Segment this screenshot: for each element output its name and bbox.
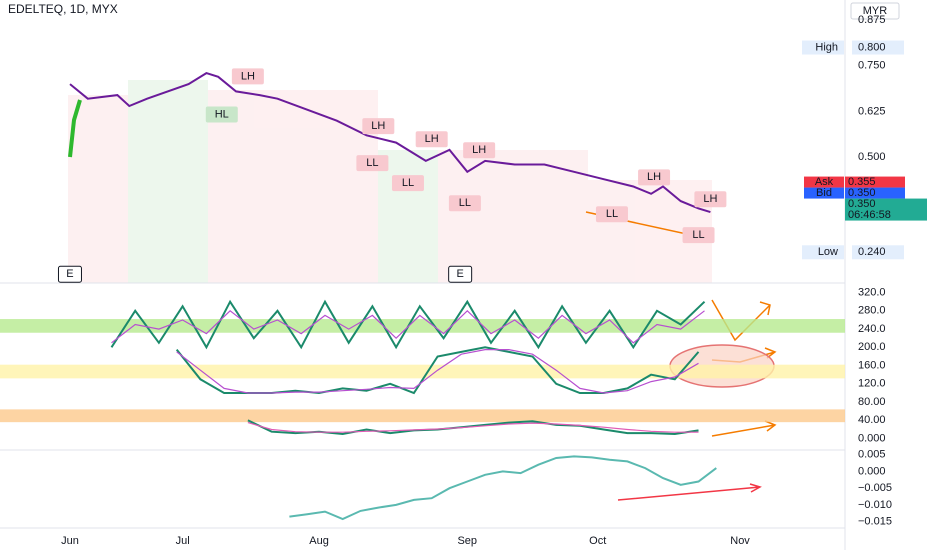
annotation: LH [647,171,661,183]
marker-name: High [815,41,838,53]
marker-name: Low [818,246,838,258]
annotation: LH [425,133,439,145]
y-tick-label: 0.750 [858,60,886,72]
quote-value: 0.350 [848,187,876,199]
quote-name-box [804,187,844,199]
annotation-box [391,175,424,192]
annotation-box [448,195,481,212]
arrow [711,299,771,342]
y-tick-label: 240.0 [858,323,886,335]
annotation: LL [366,157,378,169]
annotation-box [638,169,671,186]
quote-value-box [845,176,905,188]
marker-value-box [852,40,904,55]
annotation-box [463,142,496,159]
quote-name: Ask [815,176,834,188]
stripe [68,95,128,283]
annotation-box [205,106,238,123]
chart-title: EDELTEQ, 1D, MYX [8,2,118,16]
annotation-box [682,227,715,244]
y-tick-label: 280.0 [858,305,886,317]
y-tick-label: −0.005 [858,482,892,494]
y-tick-label: 160.0 [858,359,886,371]
annotation-box [694,191,727,208]
series-line [111,309,705,344]
band [0,364,845,379]
marker-value-box [852,245,904,260]
x-tick-label: Aug [309,535,329,547]
annotation-box [231,68,264,85]
y-tick-label: 200.0 [858,341,886,353]
annotation-box [448,265,473,283]
series-line [289,455,717,521]
annotation: LL [606,208,618,220]
bar-shading [68,80,712,283]
quote-name: Bid [816,187,832,199]
y-tick-label: 0.000 [858,465,886,477]
marker-name-box [802,40,844,55]
y-tick-label: 120.0 [858,378,886,390]
annotation: LH [703,193,717,205]
annotation: E [456,268,463,280]
annotation: LL [459,197,471,209]
countdown: 06:46:58 [848,209,891,221]
annotation-box [57,265,82,283]
quote-value-box [845,198,927,221]
annotation-box [595,206,628,223]
band [0,409,845,423]
marker-value: 0.240 [858,246,886,258]
annotation-box [362,118,395,135]
y-tick-label: 40.00 [858,414,886,426]
annotation: LL [692,229,704,241]
series-line [247,422,699,433]
x-tick-label: Sep [457,535,477,547]
x-tick-label: Jul [176,535,190,547]
trend-stroke [68,99,82,158]
annotation-box [415,131,448,148]
arrow [711,420,777,437]
currency: MYR [863,5,888,17]
arrow [617,483,762,501]
stripe [128,80,208,283]
annotation-box [356,155,389,172]
y-tick-label: 80.00 [858,396,886,408]
quote-value: 0.355 [848,176,876,188]
series-line [69,72,711,214]
marker-value: 0.800 [858,41,886,53]
currency-box [850,2,900,20]
y-tick-label: 320.0 [858,286,886,298]
y-tick-label: 0.875 [858,14,886,26]
quote-value-box [845,187,905,199]
y-tick-label: 0.625 [858,105,886,117]
y-tick-label: −0.015 [858,516,892,528]
quote-value: 0.350 [848,198,876,210]
stripe [438,150,588,283]
annotation: LL [402,177,414,189]
annotation: HL [215,108,229,120]
x-tick-label: Jun [61,535,79,547]
quote-name-box [804,176,844,188]
y-tick-label: −0.010 [858,499,892,511]
annotation: LH [371,120,385,132]
x-tick-label: Nov [730,535,750,547]
marker-name-box [802,245,844,260]
stripe [378,150,438,283]
y-tick-label: 0.000 [858,432,886,444]
annotation: LH [241,70,255,82]
series-line [176,349,699,394]
x-tick-label: Oct [589,535,606,547]
y-tick-label: 0.005 [858,449,886,461]
y-tick-label: 0.500 [858,151,886,163]
annotation: E [66,268,73,280]
annotation: LH [472,144,486,156]
